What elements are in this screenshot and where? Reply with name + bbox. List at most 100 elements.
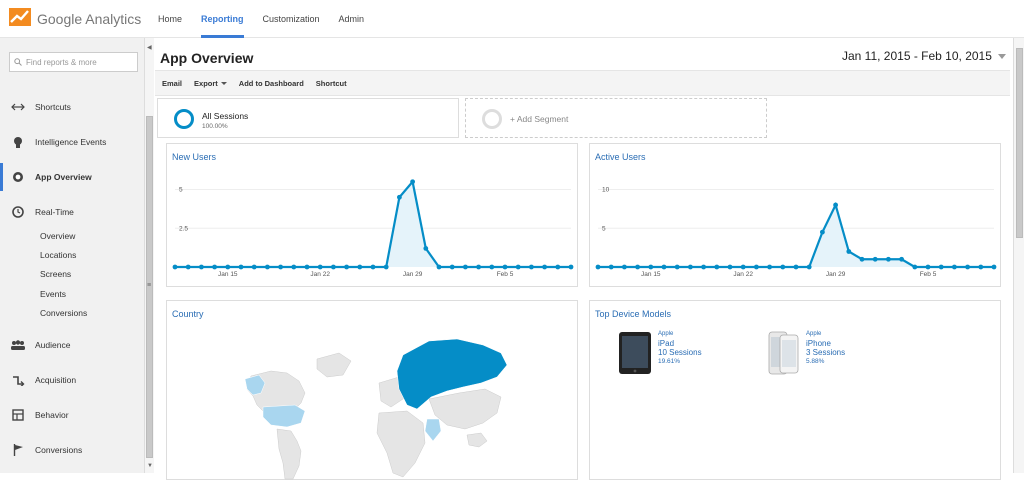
data-point[interactable] — [833, 202, 838, 208]
sidebar-item-real-time[interactable]: Real-Time — [0, 198, 144, 226]
data-point[interactable] — [648, 264, 654, 270]
data-point[interactable] — [410, 179, 415, 185]
world-map[interactable] — [167, 301, 579, 481]
data-point[interactable] — [251, 264, 257, 270]
data-point[interactable] — [463, 264, 468, 270]
data-point[interactable] — [515, 264, 521, 270]
data-point[interactable] — [436, 264, 442, 270]
data-point[interactable] — [304, 264, 310, 270]
sidebar-item-intelligence-events[interactable]: Intelligence Events — [0, 128, 144, 156]
email-button[interactable]: Email — [162, 78, 183, 88]
data-point[interactable] — [780, 264, 786, 270]
sidebar-subitem-overview[interactable]: Overview — [40, 231, 76, 241]
data-point[interactable] — [331, 264, 336, 270]
data-point[interactable] — [767, 264, 772, 270]
data-point[interactable] — [872, 256, 878, 262]
data-point[interactable] — [740, 264, 746, 270]
data-point[interactable] — [820, 229, 825, 235]
nav-home[interactable]: Home — [158, 14, 183, 24]
add-to-dashboard-button[interactable]: Add to Dashboard — [238, 78, 304, 88]
data-point[interactable] — [265, 264, 270, 270]
data-point[interactable] — [622, 264, 627, 270]
data-point[interactable] — [199, 264, 204, 270]
data-point[interactable] — [661, 264, 667, 270]
data-point[interactable] — [793, 264, 799, 270]
sidebar-subitem-conversions[interactable]: Conversions — [40, 308, 88, 318]
data-point[interactable] — [238, 264, 244, 270]
sidebar-scroll-thumb[interactable] — [146, 116, 153, 458]
data-point[interactable] — [278, 264, 283, 270]
nav-customization[interactable]: Customization — [262, 14, 320, 24]
data-point[interactable] — [952, 264, 957, 270]
data-point[interactable] — [938, 264, 944, 270]
device-ipad[interactable]: Apple iPad 10 Sessions 19.61% — [618, 331, 702, 375]
date-range-picker[interactable]: Jan 11, 2015 - Feb 10, 2015 — [838, 45, 1010, 67]
data-point[interactable] — [899, 256, 904, 262]
collapse-arrow-icon[interactable]: ◀ — [147, 45, 152, 51]
sidebar-item-acquisition[interactable]: Acquisition — [0, 366, 144, 394]
data-point[interactable] — [397, 194, 402, 200]
data-point[interactable] — [846, 249, 852, 254]
data-point[interactable] — [225, 264, 231, 270]
data-point[interactable] — [978, 264, 984, 270]
sidebar-subitem-events[interactable]: Events — [40, 289, 66, 299]
add-segment-button[interactable]: + Add Segment — [465, 98, 767, 138]
data-point[interactable] — [370, 264, 376, 270]
data-point[interactable] — [859, 256, 865, 262]
data-point[interactable] — [886, 256, 891, 262]
data-point[interactable] — [701, 264, 706, 270]
data-point[interactable] — [727, 264, 733, 270]
segment-all-sessions[interactable]: All Sessions 100.00% — [157, 98, 459, 138]
shortcut-button[interactable]: Shortcut — [315, 78, 347, 88]
data-point[interactable] — [529, 264, 534, 270]
data-point[interactable] — [991, 264, 997, 270]
nav-reporting[interactable]: Reporting — [201, 0, 244, 38]
data-point[interactable] — [635, 264, 640, 270]
card-title[interactable]: Top Device Models — [595, 309, 672, 319]
data-point[interactable] — [344, 264, 349, 270]
data-point[interactable] — [714, 264, 720, 270]
data-point[interactable] — [357, 264, 363, 270]
data-point[interactable] — [542, 264, 547, 270]
card-title[interactable]: Country — [172, 309, 204, 319]
data-point[interactable] — [754, 264, 759, 270]
search-input[interactable]: Find reports & more — [9, 52, 138, 72]
card-title[interactable]: New Users — [172, 152, 217, 162]
data-point[interactable] — [595, 264, 601, 270]
sidebar-item-audience[interactable]: Audience — [0, 331, 144, 359]
device-iphone[interactable]: Apple iPhone 3 Sessions 5.88% — [766, 331, 845, 375]
data-point[interactable] — [688, 264, 693, 270]
sidebar-item-conversions[interactable]: Conversions — [0, 436, 144, 464]
sidebar-subitem-locations[interactable]: Locations — [40, 250, 77, 260]
data-point[interactable] — [608, 264, 614, 270]
data-point[interactable] — [555, 264, 561, 270]
export-button[interactable]: Export — [194, 79, 227, 88]
sidebar-item-app-overview[interactable]: App Overview — [0, 163, 144, 191]
data-point[interactable] — [172, 264, 178, 270]
logo[interactable]: Google Analytics — [9, 8, 141, 29]
data-point[interactable] — [383, 264, 389, 270]
data-point[interactable] — [423, 246, 429, 251]
data-point[interactable] — [291, 264, 297, 270]
data-point[interactable] — [568, 264, 574, 270]
main-scrollbar[interactable] — [1013, 38, 1024, 473]
data-point[interactable] — [912, 264, 918, 270]
sidebar-item-behavior[interactable]: Behavior — [0, 401, 144, 429]
card-title[interactable]: Active Users — [595, 152, 646, 162]
scroll-down-arrow-icon[interactable]: ▼ — [147, 463, 153, 469]
main-scroll-thumb[interactable] — [1016, 48, 1023, 238]
data-point[interactable] — [502, 264, 508, 270]
data-point[interactable] — [489, 264, 495, 270]
nav-admin[interactable]: Admin — [338, 14, 365, 24]
data-point[interactable] — [965, 264, 970, 270]
sidebar-subitem-screens[interactable]: Screens — [40, 269, 72, 279]
data-point[interactable] — [476, 264, 481, 270]
data-point[interactable] — [449, 264, 455, 270]
data-point[interactable] — [212, 264, 217, 270]
data-point[interactable] — [925, 264, 931, 270]
data-point[interactable] — [317, 264, 323, 270]
grip-icon[interactable]: ≡ — [147, 282, 152, 289]
sidebar-scrollbar[interactable]: ◀ ≡ ▼ — [144, 38, 154, 473]
data-point[interactable] — [806, 264, 812, 270]
data-point[interactable] — [674, 264, 680, 270]
